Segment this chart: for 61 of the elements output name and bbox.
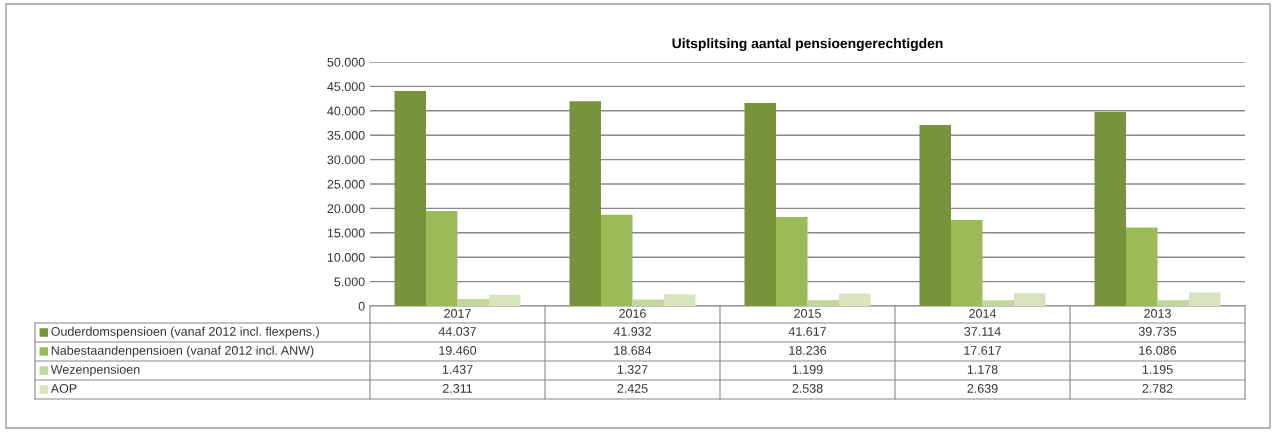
bar xyxy=(394,91,426,306)
x-tick-label: 2013 xyxy=(1144,309,1171,318)
data-label: 39.735 xyxy=(1138,327,1177,336)
bar xyxy=(489,294,521,306)
data-label: 2.425 xyxy=(617,384,648,393)
data-label: 18.684 xyxy=(614,346,652,355)
data-label: 44.037 xyxy=(438,327,476,336)
bar xyxy=(1157,300,1189,306)
y-tick-label: 40.000 xyxy=(327,106,365,116)
bar xyxy=(1014,293,1046,306)
legend-label: AOP xyxy=(50,384,77,393)
legend-label: Nabestaandenpensioen (vanaf 2012 incl. ANW) xyxy=(51,345,314,358)
bar xyxy=(839,293,871,306)
bar xyxy=(776,217,808,306)
y-tick-label: 5.000 xyxy=(334,277,365,287)
bar xyxy=(744,102,776,306)
data-label: 2.782 xyxy=(1142,384,1173,393)
data-label: 1.199 xyxy=(792,365,823,374)
legend-label: Ouderdomspensioen (vanaf 2012 incl. flexpens.) xyxy=(51,326,319,339)
bar xyxy=(982,300,1014,306)
bar xyxy=(807,300,839,306)
data-label: 18.236 xyxy=(789,346,827,355)
bar xyxy=(569,101,601,306)
bar xyxy=(664,294,696,306)
data-label: 1.178 xyxy=(967,365,998,374)
y-tick-label: 10.000 xyxy=(327,253,365,262)
y-tick-label: 50.000 xyxy=(327,57,365,67)
bar xyxy=(951,220,983,306)
bar xyxy=(1094,112,1126,306)
data-label: 1.327 xyxy=(617,365,648,374)
data-label: 41.932 xyxy=(613,327,651,336)
data-label: 41.617 xyxy=(788,327,826,336)
data-label: 1.437 xyxy=(442,365,473,374)
data-label: 17.617 xyxy=(964,346,1001,355)
bar xyxy=(632,299,664,306)
legend-label: Wezenpensioen xyxy=(50,364,140,377)
data-label: 2.311 xyxy=(442,384,473,393)
y-tick-label: 30.000 xyxy=(327,155,365,165)
data-label: 19.460 xyxy=(439,346,477,355)
y-tick-label: 0 xyxy=(358,301,365,311)
data-label: 2.538 xyxy=(792,384,823,393)
y-tick-label: 35.000 xyxy=(327,131,365,140)
bar xyxy=(1189,292,1221,306)
data-label: 2.639 xyxy=(967,384,998,393)
data-label: 37.114 xyxy=(964,327,1001,336)
x-tick-label: 2015 xyxy=(794,309,821,318)
bar xyxy=(426,211,458,306)
y-tick-label: 25.000 xyxy=(327,179,365,189)
y-tick-label: 45.000 xyxy=(327,82,365,92)
bar xyxy=(457,298,489,306)
x-tick-label: 2017 xyxy=(444,309,471,318)
x-tick-label: 2014 xyxy=(969,309,997,318)
x-tick-label: 2016 xyxy=(619,309,646,318)
bar xyxy=(601,214,633,306)
bar xyxy=(919,124,951,306)
bar xyxy=(1126,227,1158,306)
chart-title: Uitsplitsing aantal pensioengerechtigden xyxy=(672,38,943,52)
y-tick-label: 20.000 xyxy=(327,204,365,214)
data-label: 16.086 xyxy=(1139,346,1177,355)
y-tick-label: 15.000 xyxy=(327,228,365,238)
data-label: 1.195 xyxy=(1142,365,1173,374)
